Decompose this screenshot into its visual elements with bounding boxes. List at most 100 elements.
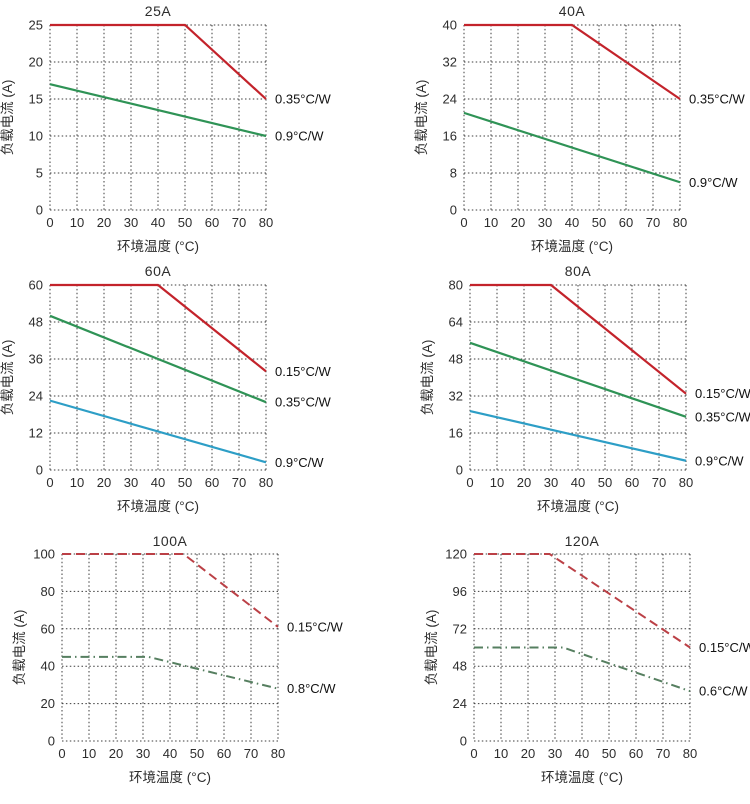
curve-label: 0.9°C/W <box>275 129 324 144</box>
x-tick-label: 50 <box>178 475 192 490</box>
curve-line <box>469 409 687 462</box>
y-tick-label: 0 <box>36 203 43 218</box>
y-tick-label: 32 <box>449 389 463 404</box>
x-tick-label: 50 <box>592 215 606 230</box>
y-tick-label: 16 <box>443 129 457 144</box>
y-tick-label: 0 <box>450 203 457 218</box>
x-tick-label: 50 <box>602 746 616 761</box>
x-axis-label: 环境温度 (°C) <box>537 499 619 514</box>
y-tick-label: 72 <box>453 621 467 636</box>
x-tick-label: 80 <box>259 475 273 490</box>
curve-label: 0.9°C/W <box>275 455 324 470</box>
x-tick-label: 60 <box>619 215 633 230</box>
x-tick-label: 30 <box>124 215 138 230</box>
y-tick-label: 40 <box>41 659 55 674</box>
x-tick-label: 10 <box>494 746 508 761</box>
chart-canvas: 0 12 24 36 48 60 0 10 20 30 40 50 60 70 80 环境温度 (°C) 负载电… <box>0 278 332 515</box>
x-tick-label: 60 <box>205 215 219 230</box>
curve-line <box>62 553 279 628</box>
y-tick-label: 0 <box>36 463 43 478</box>
x-tick-label: 80 <box>673 215 687 230</box>
curve-line <box>469 341 687 418</box>
chart-title: 80A <box>564 263 592 279</box>
y-tick-label: 20 <box>29 55 43 70</box>
curve-line <box>464 23 681 100</box>
y-tick-label: 36 <box>29 352 43 367</box>
x-tick-label: 80 <box>271 746 285 761</box>
x-tick-label: 20 <box>97 475 111 490</box>
curve-label: 0.35°C/W <box>689 92 746 107</box>
curve-line <box>463 111 681 184</box>
y-tick-label: 32 <box>443 55 457 70</box>
y-tick-label: 10 <box>29 129 43 144</box>
x-tick-label: 0 <box>466 475 473 490</box>
x-tick-label: 50 <box>178 215 192 230</box>
x-tick-label: 10 <box>82 746 96 761</box>
x-tick-label: 50 <box>190 746 204 761</box>
chart-80a: 80A 0 16 32 48 64 80 0 10 20 30 40 50 60 70 80 环境温度 (°C… <box>375 260 750 530</box>
chart-title: 60A <box>144 263 172 279</box>
curve-label: 0.15°C/W <box>287 619 344 634</box>
y-tick-label: 24 <box>29 389 43 404</box>
y-tick-label: 48 <box>449 352 463 367</box>
chart-canvas: 0 24 48 72 96 120 0 10 20 30 40 50 60 70 80 环境温度 (°C) 负载… <box>424 547 750 786</box>
y-tick-label: 60 <box>41 621 55 636</box>
y-tick-label: 96 <box>453 584 467 599</box>
curve-label: 0.9°C/W <box>689 175 738 190</box>
chart-title: 100A <box>152 533 188 549</box>
x-tick-label: 0 <box>470 746 477 761</box>
x-tick-label: 30 <box>538 215 552 230</box>
curve-line <box>470 283 687 395</box>
chart-canvas: 0 8 16 24 32 40 0 10 20 30 40 50 60 70 80 环境温度 (°C) 负载电流… <box>414 18 746 255</box>
x-tick-label: 30 <box>544 475 558 490</box>
x-axis-label: 环境温度 (°C) <box>117 239 199 254</box>
x-tick-label: 80 <box>259 215 273 230</box>
x-tick-label: 20 <box>97 215 111 230</box>
chart-60a: 60A 0 12 24 36 48 60 0 10 20 30 40 50 60 70 80 环境温度 (°C… <box>0 260 375 530</box>
y-tick-label: 24 <box>453 696 467 711</box>
x-tick-label: 40 <box>575 746 589 761</box>
x-tick-label: 50 <box>598 475 612 490</box>
curve-line <box>49 314 267 404</box>
chart-25a: 25A 0 5 10 15 20 25 0 10 20 30 40 50 60 70 80 环境温度 (°C)… <box>0 0 375 260</box>
y-axis-label: 负载电流 (A) <box>420 340 435 416</box>
x-tick-label: 40 <box>565 215 579 230</box>
curve-label: 0.8°C/W <box>287 681 336 696</box>
y-axis-label: 负载电流 (A) <box>424 610 439 686</box>
curve-line <box>474 646 691 693</box>
y-tick-label: 16 <box>449 426 463 441</box>
chart-title: 40A <box>558 3 586 19</box>
y-tick-label: 8 <box>450 166 457 181</box>
x-axis-label: 环境温度 (°C) <box>129 770 211 785</box>
x-tick-label: 30 <box>136 746 150 761</box>
y-tick-label: 20 <box>41 696 55 711</box>
x-tick-label: 30 <box>548 746 562 761</box>
curve-label: 0.6°C/W <box>699 684 748 699</box>
curve-label: 0.35°C/W <box>695 409 750 424</box>
y-tick-label: 15 <box>29 92 43 107</box>
y-tick-label: 120 <box>445 547 467 562</box>
x-axis-label: 环境温度 (°C) <box>531 239 613 254</box>
x-tick-label: 40 <box>151 475 165 490</box>
y-tick-label: 48 <box>453 659 467 674</box>
x-axis-label: 环境温度 (°C) <box>541 770 623 785</box>
y-tick-label: 40 <box>443 18 457 33</box>
chart-canvas: 0 16 32 48 64 80 0 10 20 30 40 50 60 70 80 环境温度 (°C) 负载电… <box>420 278 750 515</box>
x-tick-label: 20 <box>517 475 531 490</box>
y-tick-label: 0 <box>460 734 467 749</box>
chart-canvas: 0 5 10 15 20 25 0 10 20 30 40 50 60 70 80 环境温度 (°C) 负载电流… <box>0 18 332 255</box>
y-tick-label: 24 <box>443 92 457 107</box>
x-tick-label: 10 <box>70 215 84 230</box>
y-axis-label: 负载电流 (A) <box>0 80 15 156</box>
chart-title: 120A <box>564 533 600 549</box>
y-tick-label: 0 <box>456 463 463 478</box>
x-tick-label: 0 <box>46 475 53 490</box>
x-tick-label: 60 <box>217 746 231 761</box>
x-tick-label: 70 <box>232 475 246 490</box>
y-tick-label: 60 <box>29 278 43 293</box>
x-tick-label: 70 <box>244 746 258 761</box>
chart-canvas: 0 20 40 60 80 100 0 10 20 30 40 50 60 70 80 环境温度 (°C) 负载… <box>12 547 344 786</box>
x-tick-label: 20 <box>521 746 535 761</box>
chart-120a: 120A 0 24 48 72 96 120 0 10 20 30 40 50 60 70 80 环境温度 (… <box>375 530 750 804</box>
